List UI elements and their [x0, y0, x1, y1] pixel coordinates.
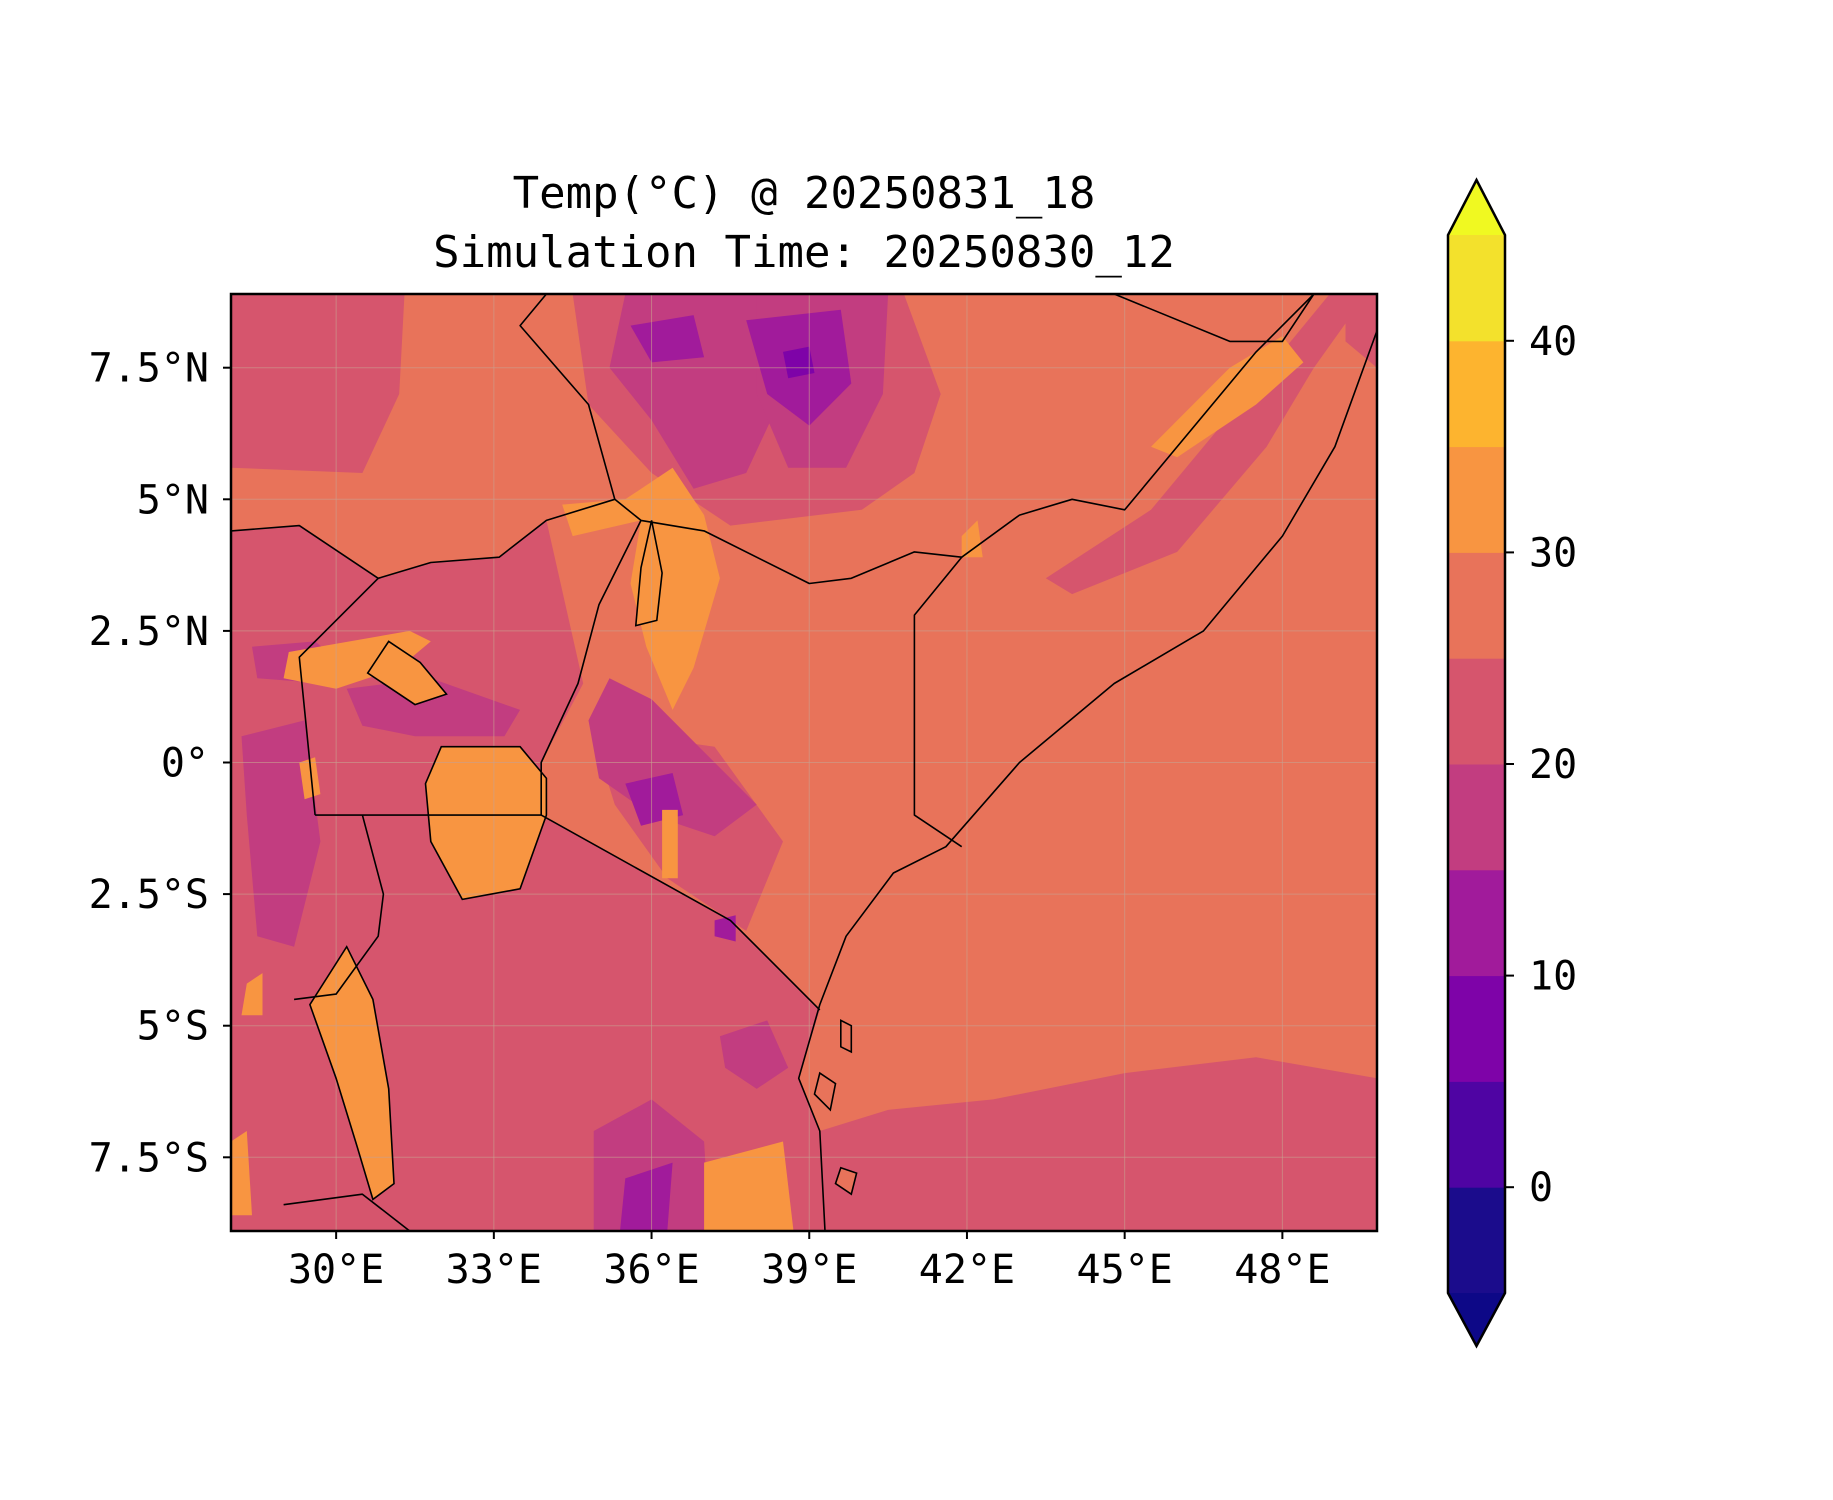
longitude-ticks: 30°E 33°E 36°E 39°E 42°E 45°E 48°E — [288, 1231, 1331, 1293]
lat-tick-label: 0° — [161, 741, 209, 787]
coastline — [797, 330, 1377, 1231]
temperature-region — [1345, 294, 1377, 368]
lake-outline — [424, 745, 548, 901]
lon-tick-label: 33°E — [446, 1247, 542, 1293]
title-line-2: Simulation Time: 20250830_12 — [433, 227, 1175, 278]
map-plot-area — [229, 292, 1379, 1233]
lat-tick-label: 7.5°N — [89, 346, 209, 392]
temperature-region — [346, 678, 521, 737]
colorbar-tick-label: 0 — [1529, 1165, 1553, 1211]
island-outline — [839, 1019, 853, 1054]
colorbar-outline — [1446, 177, 1507, 1349]
lon-tick-label: 36°E — [603, 1247, 699, 1293]
country-border — [298, 577, 379, 816]
colorbar-over-arrow — [1448, 180, 1505, 235]
lon-tick-label: 45°E — [1077, 1247, 1173, 1293]
temperature-region — [662, 809, 678, 879]
colorbar-tick-label: 40 — [1529, 319, 1577, 365]
lake-outline — [366, 640, 448, 706]
colorbar-band — [1448, 340, 1505, 448]
temperature-region — [241, 973, 263, 1016]
temperature-region — [299, 757, 321, 800]
colorbar-band — [1448, 869, 1505, 977]
colorbar-band — [1448, 975, 1505, 1082]
lat-tick-label: 2.5°S — [89, 872, 209, 918]
temperature-field — [231, 294, 1377, 1231]
temperature-region — [719, 1020, 789, 1089]
lake-outline — [309, 945, 395, 1201]
temperature-region — [819, 1057, 1377, 1231]
lon-tick-label: 39°E — [761, 1247, 857, 1293]
country-borders — [231, 294, 1377, 1231]
lon-tick-label: 42°E — [919, 1247, 1015, 1293]
colorbar-band — [1448, 1187, 1505, 1294]
colorbar-tick-label: 30 — [1529, 530, 1577, 576]
lat-tick-label: 5°S — [137, 1004, 209, 1050]
lon-tick-label: 30°E — [288, 1247, 384, 1293]
country-border — [913, 556, 963, 848]
country-border — [231, 294, 1315, 585]
island-outline — [834, 1166, 858, 1196]
lake-region — [309, 946, 394, 1200]
temperature-region — [620, 1162, 673, 1231]
lake-region — [367, 641, 447, 705]
country-border — [1113, 294, 1315, 343]
lake-region — [425, 746, 547, 900]
lat-tick-label: 7.5°S — [89, 1135, 209, 1181]
colorbar-band — [1448, 552, 1505, 659]
temperature-region — [241, 720, 321, 947]
country-border — [293, 814, 385, 1001]
colorbar: 0 10 20 30 40 — [1446, 177, 1577, 1349]
temperature-region — [714, 915, 736, 942]
colorbar-tick-label: 20 — [1529, 742, 1577, 788]
colorbar-tick-label: 10 — [1529, 954, 1577, 1000]
map-gridlines — [231, 294, 1377, 1231]
lake-region — [635, 520, 663, 626]
colorbar-under-arrow — [1448, 1293, 1505, 1346]
temperature-region — [231, 294, 405, 473]
colorbar-band — [1448, 235, 1505, 342]
lat-tick-label: 5°N — [137, 477, 209, 523]
colorbar-band — [1448, 658, 1505, 765]
lake-outline — [634, 520, 663, 627]
temperature-region — [704, 1141, 794, 1231]
temperature-region — [1151, 336, 1304, 458]
temperature-region — [231, 1131, 252, 1216]
country-border — [283, 1193, 411, 1231]
title-line-1: Temp(°C) @ 20250831_18 — [513, 168, 1096, 219]
country-border — [540, 520, 642, 816]
temperature-region — [630, 315, 705, 363]
latitude-ticks: 7.5°N 5°N 2.5°N 0° 2.5°S 5°S 7.5°S — [89, 346, 231, 1181]
country-border — [519, 294, 616, 500]
lat-tick-label: 2.5°N — [89, 609, 209, 655]
colorbar-band — [1448, 1081, 1505, 1188]
country-border — [315, 814, 821, 1011]
temperature-region — [783, 346, 815, 379]
lon-tick-label: 48°E — [1234, 1247, 1330, 1293]
island-outline — [813, 1071, 837, 1112]
colorbar-band — [1448, 764, 1505, 871]
colorbar-band — [1448, 446, 1505, 553]
